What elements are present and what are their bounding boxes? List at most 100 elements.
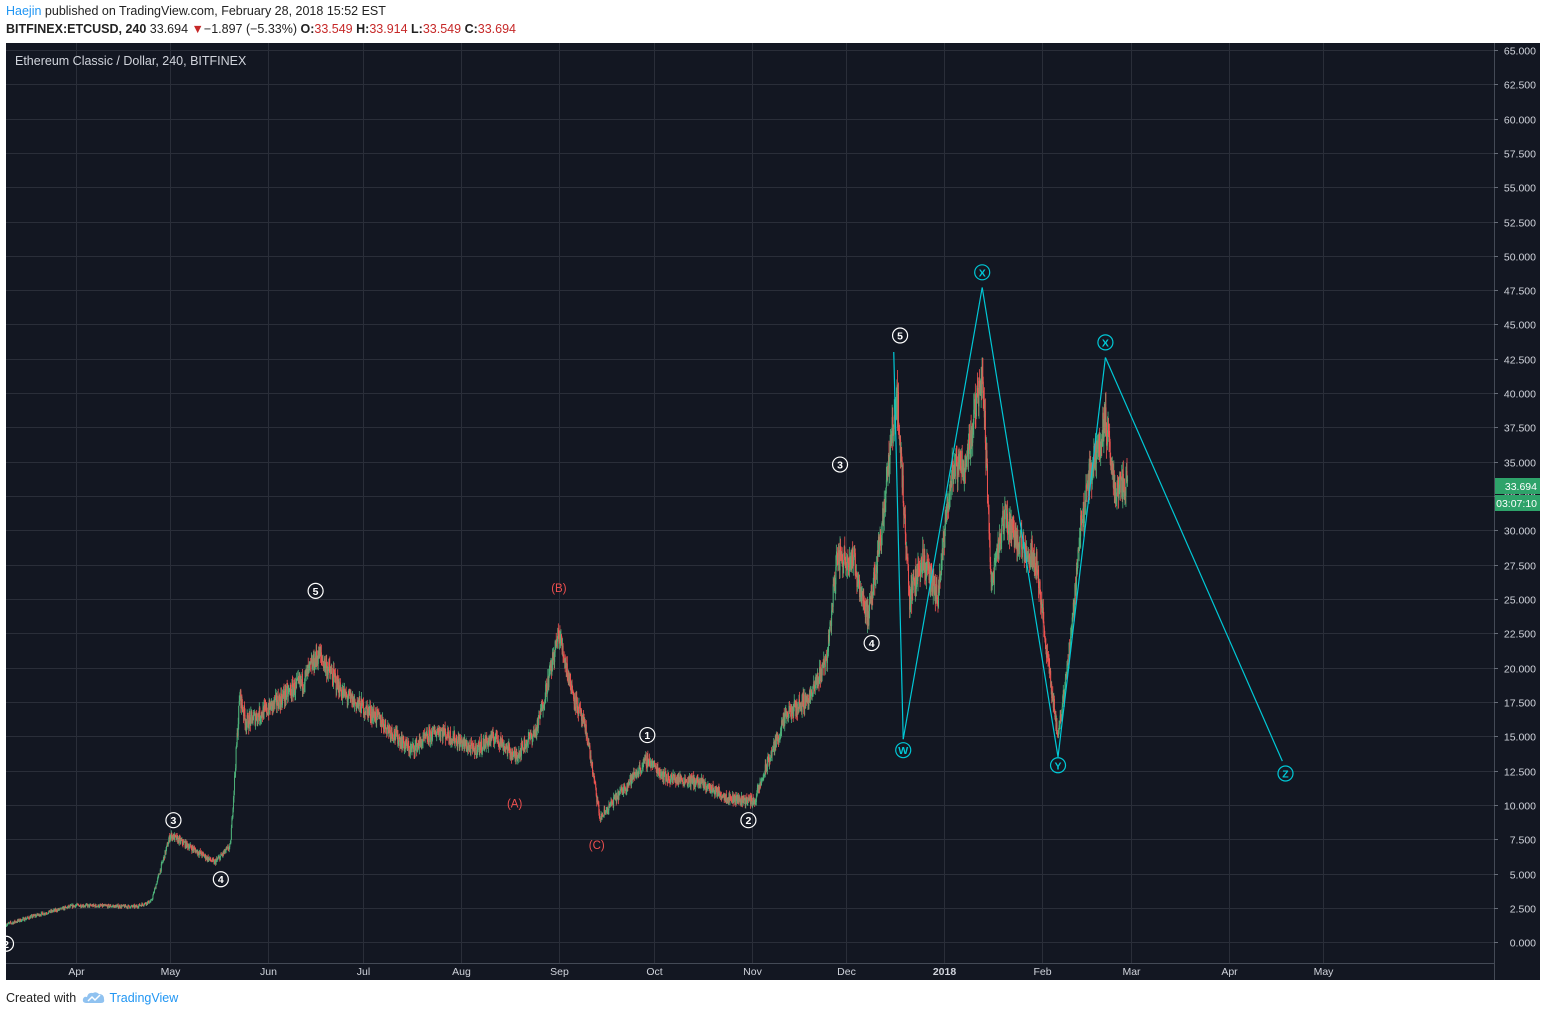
candle-body	[108, 904, 110, 908]
candle-body	[118, 907, 120, 908]
candle-body	[976, 388, 978, 397]
candle-body	[513, 751, 515, 753]
candle-body	[137, 906, 139, 908]
candle-body	[79, 904, 81, 906]
candle-body	[267, 713, 269, 715]
candle-body	[690, 777, 692, 787]
candle-body	[33, 915, 35, 916]
candle-body	[1022, 544, 1024, 553]
candle-body	[1055, 714, 1057, 729]
candle-body	[406, 740, 408, 745]
tradingview-link[interactable]: TradingView	[82, 991, 178, 1005]
candle-body	[165, 850, 167, 854]
candle-body	[135, 905, 137, 907]
candle-body	[870, 597, 872, 601]
candle-body	[340, 690, 342, 691]
candle-body	[892, 417, 894, 444]
candle-body	[393, 738, 395, 740]
candle-body	[520, 742, 522, 756]
candle-body	[107, 905, 109, 908]
candle-body	[389, 729, 391, 738]
candle-body	[770, 751, 772, 758]
y-tick-label: 52.500	[1504, 218, 1536, 230]
candle-body	[903, 513, 905, 516]
candle-body	[944, 517, 946, 530]
author-link[interactable]: Haejin	[6, 4, 42, 18]
candle-body	[948, 498, 950, 508]
candle-body	[1038, 569, 1040, 589]
candle-body	[880, 532, 882, 543]
candle-body	[999, 533, 1001, 551]
candle-body	[209, 857, 211, 859]
candle-body	[36, 913, 38, 916]
candle-body	[37, 913, 39, 916]
candle-body	[307, 666, 309, 669]
candle-body	[865, 605, 867, 607]
candle-body	[995, 557, 997, 560]
candle-body	[819, 667, 821, 669]
candle-body	[98, 904, 100, 908]
candle-body	[6, 924, 8, 926]
candle-body	[666, 778, 668, 781]
candle-body	[135, 905, 137, 907]
candle-body	[494, 740, 496, 744]
x-tick-label: Dec	[837, 966, 856, 978]
candle-body	[608, 804, 610, 807]
candle-body	[480, 739, 482, 748]
candle-body	[527, 742, 529, 743]
x-tick-label: Mar	[1122, 966, 1141, 978]
candle-body	[724, 795, 726, 801]
candle-body	[767, 757, 769, 760]
candle-body	[310, 661, 312, 664]
candle-body	[684, 777, 686, 785]
candle-body	[523, 739, 525, 752]
candle-body	[846, 556, 848, 570]
candle-body	[36, 915, 38, 917]
candle-body	[172, 836, 174, 839]
candle-body	[1017, 535, 1019, 548]
candle-body	[723, 795, 725, 801]
candle-body	[341, 696, 343, 699]
candle-body	[627, 782, 629, 787]
candle-body	[777, 736, 779, 743]
candle-body	[80, 904, 82, 908]
candle-body	[376, 709, 378, 711]
candle-body	[132, 906, 134, 908]
candle-body	[335, 675, 337, 678]
candle-body	[851, 551, 853, 567]
candle-body	[255, 718, 257, 725]
candle-body	[276, 704, 278, 706]
candle-body	[279, 696, 281, 700]
candle-body	[729, 796, 731, 801]
candle-body	[271, 701, 273, 710]
candle-body	[364, 711, 366, 714]
y-tick-label: 15.000	[1504, 732, 1536, 744]
candle-body	[981, 357, 983, 383]
candle-body	[1039, 581, 1041, 593]
candle-body	[209, 857, 211, 861]
candle-body	[830, 620, 832, 626]
candle-body	[1102, 412, 1104, 440]
candle-body	[534, 730, 536, 733]
candle-body	[343, 690, 345, 697]
candle-body	[536, 720, 538, 729]
candle-body	[664, 771, 666, 773]
candle-body	[1058, 725, 1060, 734]
candle-body	[1124, 491, 1126, 496]
candle-body	[960, 468, 962, 474]
candle-body	[564, 661, 566, 663]
candle-body	[685, 781, 687, 783]
candle-body	[1063, 689, 1065, 700]
candle-body	[955, 455, 957, 456]
candle-body	[498, 744, 500, 746]
candle-body	[82, 905, 84, 908]
candle-body	[532, 736, 534, 743]
candle-body	[1094, 445, 1096, 461]
candle-body	[239, 697, 241, 701]
candle-body	[105, 905, 107, 907]
candle-body	[501, 739, 503, 747]
wave-label-text: 3	[837, 460, 843, 472]
candle-body	[1045, 649, 1047, 657]
candle-body	[110, 905, 112, 907]
